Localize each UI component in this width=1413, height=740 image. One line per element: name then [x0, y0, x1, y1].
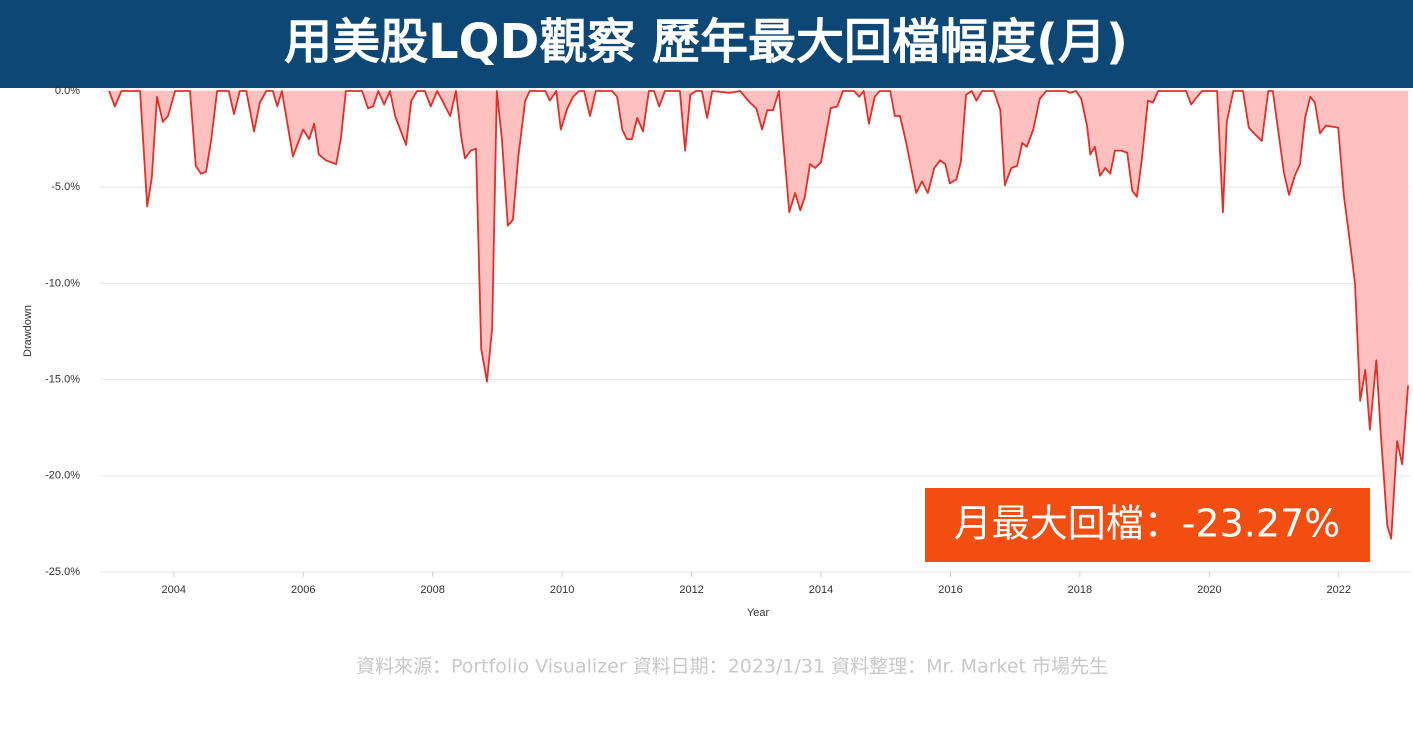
source-note: 資料來源：Portfolio Visualizer 資料日期：2023/1/31… [356, 656, 1108, 678]
x-tick-label: 2020 [1197, 584, 1221, 596]
chart-title: 用美股LQD觀察 歷年最大回檔幅度(月) [284, 14, 1128, 70]
plot-area: 0.0% -5.0% -10.0% -15.0% -20.0% -25.0% 2004 200… [45, 85, 1410, 596]
y-tick-label: 0.0% [55, 85, 80, 97]
x-tick-label: 2006 [291, 584, 315, 596]
area-fill [109, 91, 1409, 539]
title-bar [0, 0, 1413, 88]
x-tick-label: 2016 [938, 584, 962, 596]
annotation-box [925, 488, 1370, 562]
y-tick-label: -5.0% [51, 181, 80, 193]
y-tick-label: -20.0% [45, 470, 80, 482]
x-tick-label: 2008 [420, 584, 444, 596]
x-tick-label: 2010 [550, 584, 574, 596]
x-axis-label: Year [747, 607, 770, 619]
y-tick-label: -15.0% [45, 374, 80, 386]
x-tick-label: 2012 [679, 584, 703, 596]
x-tick-label: 2014 [809, 584, 833, 596]
x-tick-label: 2022 [1327, 584, 1351, 596]
y-tick-label: -25.0% [45, 566, 80, 578]
x-tick-label: 2004 [162, 584, 186, 596]
annotation: 月最大回檔：-23.27% [954, 502, 1341, 546]
x-tick-label: 2018 [1068, 584, 1092, 596]
y-axis-label: Drawdown [22, 305, 34, 357]
y-tick-label: -10.0% [45, 277, 80, 289]
drawdown-line [108, 90, 1409, 540]
